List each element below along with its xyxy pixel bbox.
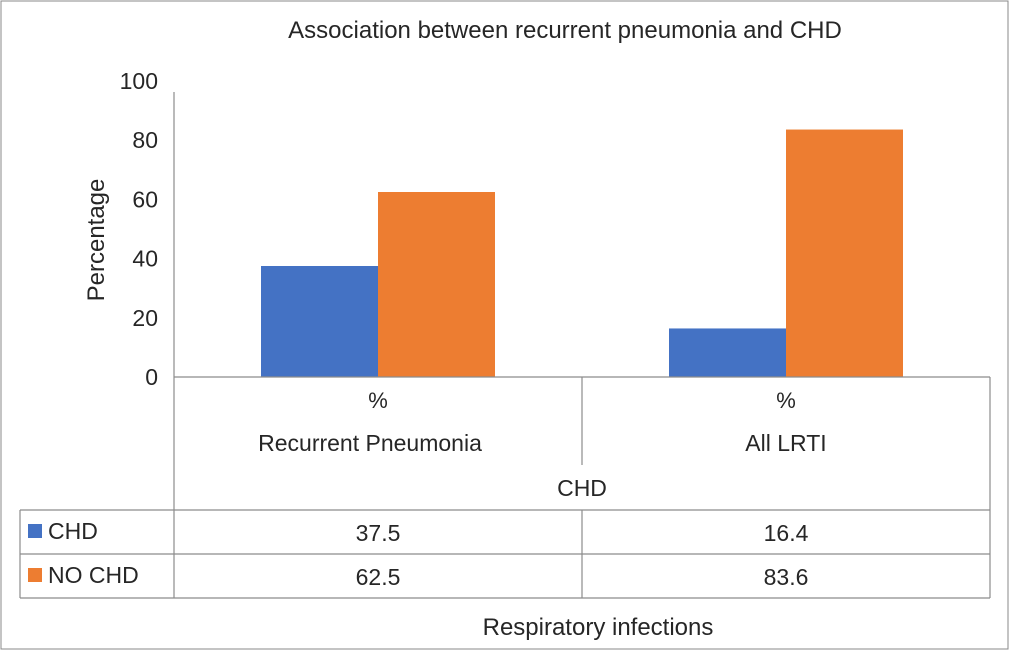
group-label: CHD — [557, 475, 607, 501]
category-label: Recurrent Pneumonia — [258, 430, 482, 456]
bar — [669, 328, 786, 377]
bar — [378, 192, 495, 377]
y-tick-label: 100 — [120, 68, 158, 94]
table-cell-value: 83.6 — [764, 564, 809, 590]
chart-title: Association between recurrent pneumonia … — [288, 17, 842, 44]
x-axis-label: Respiratory infections — [483, 614, 714, 641]
category-top-label: % — [368, 388, 388, 413]
y-tick-label: 20 — [132, 305, 158, 331]
y-tick-label: 0 — [145, 364, 158, 390]
legend-label-no-chd: NO CHD — [48, 562, 139, 588]
legend-swatch-no-chd — [28, 568, 42, 582]
category-label: All LRTI — [745, 430, 826, 456]
table-cell-value: 37.5 — [356, 520, 401, 546]
category-top-label: % — [776, 388, 796, 413]
table-cell-value: 62.5 — [356, 564, 401, 590]
legend-label-chd: CHD — [48, 518, 98, 544]
y-tick-label: 80 — [132, 127, 158, 153]
y-axis-label: Percentage — [83, 179, 110, 302]
bar — [786, 129, 903, 377]
bar — [261, 266, 378, 377]
y-tick-label: 60 — [132, 186, 158, 212]
bars — [261, 129, 903, 377]
data-table-grid — [19, 92, 991, 599]
y-tick-label: 40 — [132, 246, 158, 272]
legend-swatch-chd — [28, 524, 42, 538]
y-axis-ticks: 0 20 40 60 80 100 — [120, 68, 158, 390]
table-cell-value: 16.4 — [764, 520, 809, 546]
